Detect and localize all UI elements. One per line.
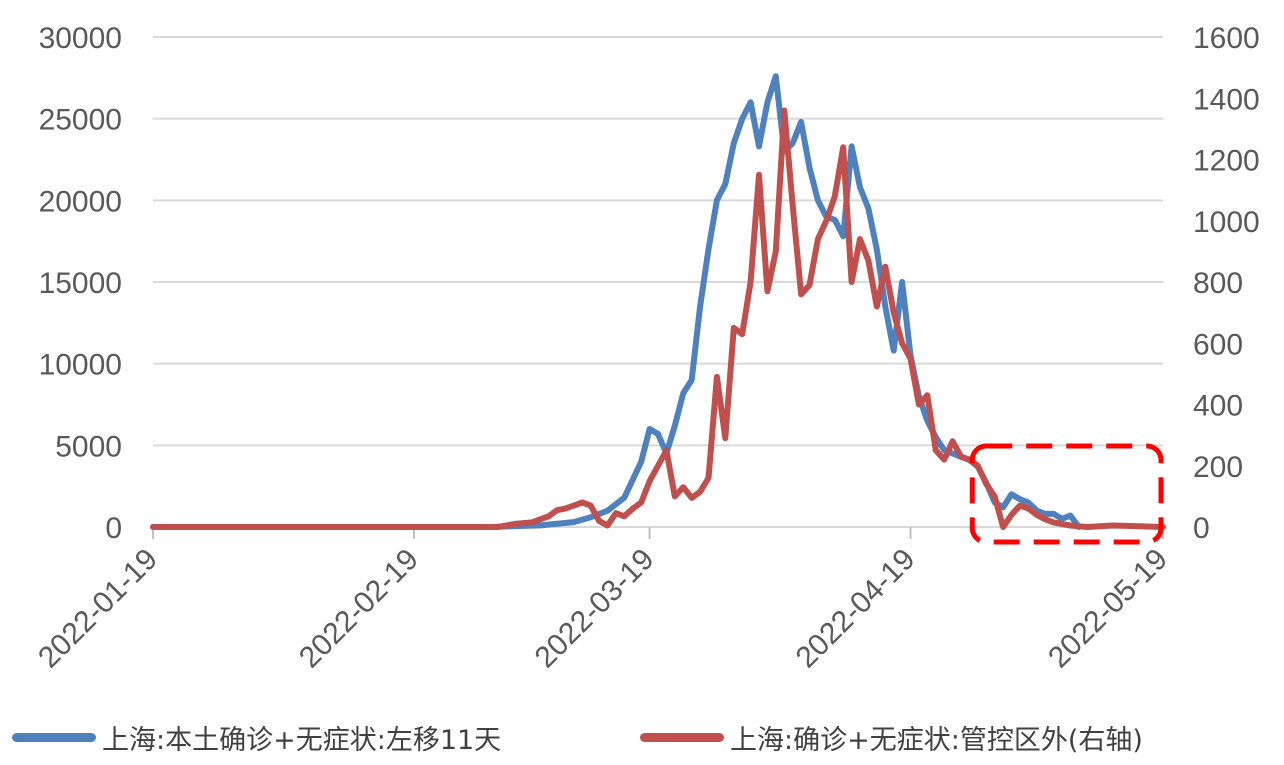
highlight-overlay [969, 443, 1164, 545]
right-y-axis: 0 200 400 600 800 1000 1200 1400 1600 [1193, 22, 1260, 545]
y-right-tick-label: 200 [1193, 451, 1243, 484]
legend-label-left-series: 上海:本土确诊+无症状:左移11天 [102, 724, 502, 756]
series-lines [150, 73, 1166, 530]
y-left-tick-label: 25000 [39, 104, 122, 137]
series-line-left-axis [150, 73, 1082, 530]
legend-item-left-series: 上海:本土确诊+无症状:左移11天 [12, 712, 501, 762]
x-tick-label: 2022-05-19 [1042, 543, 1174, 675]
line-chart: 0 5000 10000 15000 20000 25000 30000 0 200 400 60… [32, 22, 1260, 675]
highlight-box [969, 443, 1164, 545]
y-right-tick-label: 1000 [1193, 206, 1260, 239]
y-right-tick-label: 1200 [1193, 145, 1260, 178]
y-right-tick-label: 1600 [1193, 22, 1260, 55]
y-right-tick-label: 600 [1193, 328, 1243, 361]
gridlines [153, 36, 1163, 528]
x-axis: 2022-01-19 2022-02-19 2022-03-19 2022-04-19… [32, 526, 1174, 675]
x-tick-label: 2022-03-19 [529, 543, 661, 675]
y-left-tick-label: 30000 [39, 22, 122, 55]
y-left-tick-label: 0 [105, 512, 122, 545]
x-tick-label: 2022-02-19 [293, 543, 425, 675]
y-right-tick-label: 800 [1193, 267, 1243, 300]
y-left-tick-label: 15000 [39, 267, 122, 300]
y-left-tick-label: 5000 [55, 430, 122, 463]
legend-swatch-blue [12, 732, 96, 742]
y-left-tick-label: 20000 [39, 185, 122, 218]
legend-label-right-series: 上海:确诊+无症状:管控区外(右轴) [730, 724, 1143, 756]
series-line-right-axis [150, 107, 1166, 530]
x-tick-label: 2022-04-19 [790, 543, 922, 675]
y-right-tick-label: 400 [1193, 390, 1243, 423]
left-y-axis: 0 5000 10000 15000 20000 25000 30000 [39, 22, 122, 545]
x-tick-label: 2022-01-19 [32, 543, 164, 675]
legend: 上海:本土确诊+无症状:左移11天 上海:确诊+无症状:管控区外(右轴) [0, 712, 1284, 762]
y-right-tick-label: 0 [1193, 512, 1210, 545]
legend-swatch-red [640, 732, 724, 742]
legend-item-right-series: 上海:确诊+无症状:管控区外(右轴) [640, 712, 1143, 762]
y-left-tick-label: 10000 [39, 349, 122, 382]
y-right-tick-label: 1400 [1193, 83, 1260, 116]
